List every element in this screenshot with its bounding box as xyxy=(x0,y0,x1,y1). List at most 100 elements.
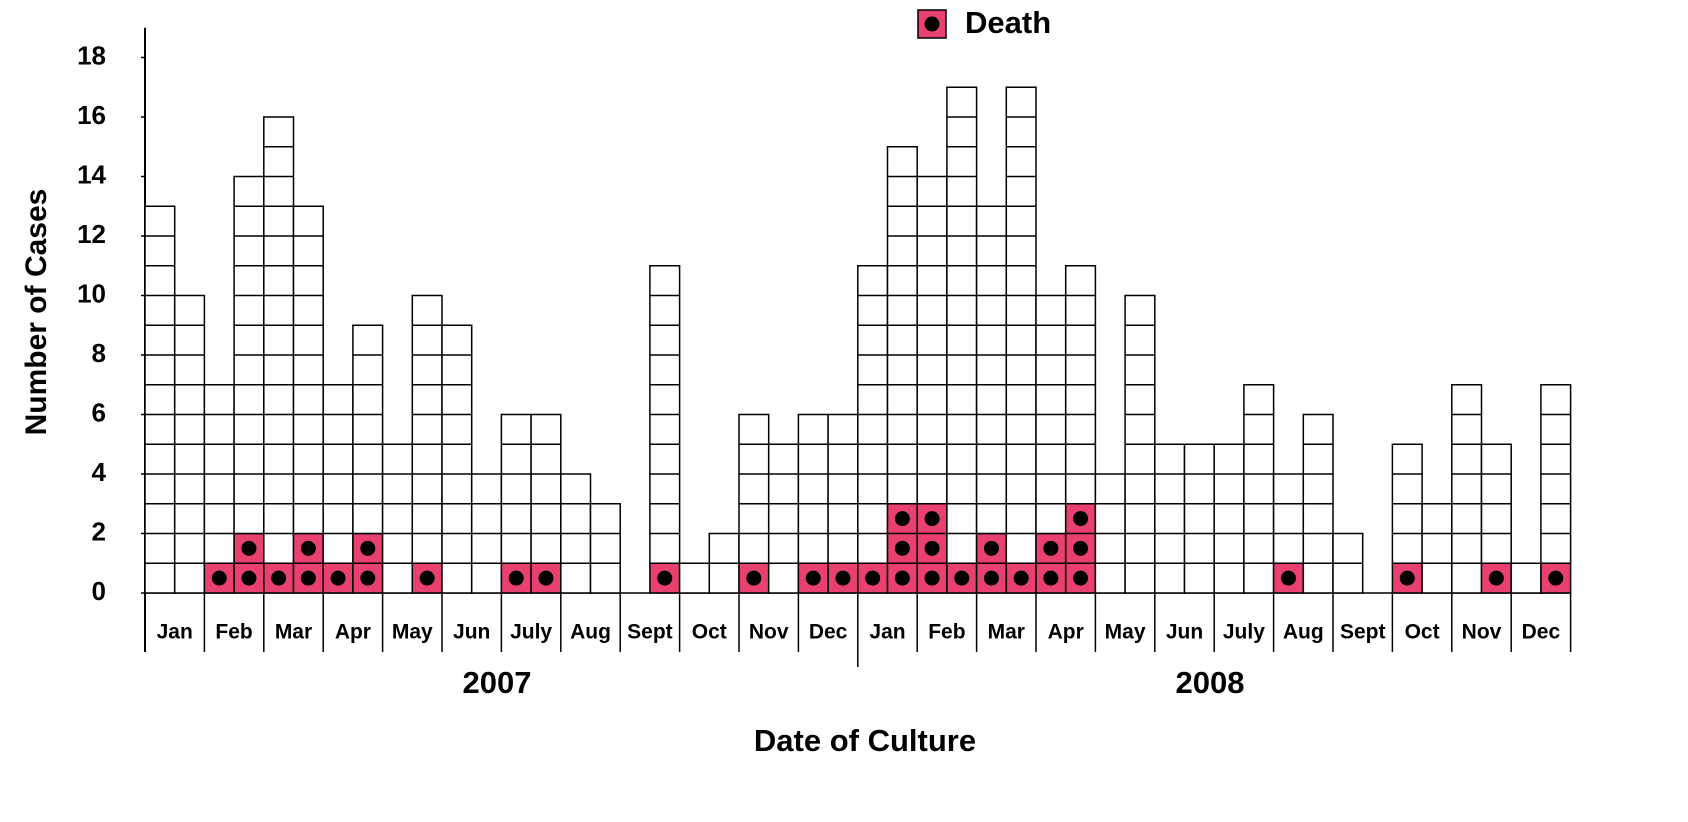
death-dot xyxy=(1488,570,1504,586)
death-dot xyxy=(746,570,762,586)
x-tick-label: Aug xyxy=(570,621,611,644)
x-tick-label: Jan xyxy=(157,621,193,644)
case-segment xyxy=(263,116,295,564)
x-tick-label: Nov xyxy=(1462,621,1502,644)
x-tick-label: July xyxy=(510,621,552,644)
case-segment xyxy=(352,324,384,535)
y-tick-label: 10 xyxy=(77,278,106,308)
case-segment xyxy=(916,175,948,505)
x-tick-label: Mar xyxy=(988,621,1025,644)
death-dot xyxy=(983,540,999,556)
y-tick-label: 8 xyxy=(92,338,106,368)
death-dot xyxy=(805,570,821,586)
x-tick-label: July xyxy=(1223,621,1265,644)
death-dot xyxy=(300,570,316,586)
death-dot xyxy=(924,511,940,527)
death-dot xyxy=(211,570,227,586)
x-tick-label: Mar xyxy=(275,621,312,644)
death-dot xyxy=(360,540,376,556)
death-dot xyxy=(330,570,346,586)
case-segment xyxy=(975,205,1008,535)
case-segment xyxy=(767,443,800,594)
x-tick-label: Oct xyxy=(692,621,727,644)
death-dot xyxy=(1073,540,1089,556)
death-dot xyxy=(835,570,851,586)
y-tick-label: 12 xyxy=(77,219,106,249)
death-dot xyxy=(924,540,940,556)
death-dot xyxy=(419,570,435,586)
x-tick-label: Sept xyxy=(1340,621,1386,644)
death-dot xyxy=(300,540,316,556)
y-tick-label: 18 xyxy=(77,40,106,70)
death-dot xyxy=(1013,570,1029,586)
death-dot xyxy=(924,570,940,586)
case-segment xyxy=(589,503,621,594)
death-dot xyxy=(954,570,970,586)
case-segment xyxy=(144,205,176,594)
case-segment xyxy=(441,324,473,594)
case-segment xyxy=(738,413,770,564)
case-segment xyxy=(1154,443,1186,594)
death-dot xyxy=(360,570,376,586)
x-tick-label: Feb xyxy=(215,621,252,644)
death-dot xyxy=(894,540,910,556)
death-dot xyxy=(894,570,910,586)
death-dot xyxy=(271,570,287,586)
case-segment xyxy=(1451,384,1483,594)
case-segment xyxy=(500,413,532,564)
case-segment xyxy=(381,443,414,594)
death-dot xyxy=(865,570,881,586)
y-tick-label: 16 xyxy=(77,100,106,130)
y-axis-label: Number of Cases xyxy=(20,189,53,436)
death-dot xyxy=(1043,570,1059,586)
case-segment xyxy=(1183,443,1215,594)
case-segment xyxy=(411,294,443,564)
x-tick-label: Apr xyxy=(1048,621,1084,644)
death-dot xyxy=(1073,511,1089,527)
case-segment xyxy=(827,413,859,564)
case-segment xyxy=(678,562,711,594)
x-tick-label: Jun xyxy=(1166,621,1203,644)
death-dot xyxy=(894,511,910,527)
legend-label: Death xyxy=(965,5,1051,40)
y-tick-label: 14 xyxy=(77,159,106,189)
x-tick-label: Jun xyxy=(453,621,490,644)
x-tick-label: Dec xyxy=(1522,621,1561,644)
death-dot xyxy=(508,570,524,586)
legend-dot xyxy=(924,16,940,32)
year-label: 2008 xyxy=(1176,665,1245,700)
year-label: 2007 xyxy=(463,665,532,700)
death-dot xyxy=(657,570,673,586)
case-segment xyxy=(797,413,829,564)
case-segment xyxy=(530,413,562,564)
x-tick-label: May xyxy=(392,621,433,644)
x-tick-label: Feb xyxy=(928,621,965,644)
x-tick-label: Sept xyxy=(627,621,673,644)
x-tick-label: Nov xyxy=(749,621,789,644)
death-dot xyxy=(241,570,257,586)
death-dot xyxy=(1399,570,1415,586)
x-tick-label: Apr xyxy=(335,621,371,644)
y-tick-label: 6 xyxy=(92,397,106,427)
case-segment xyxy=(1243,384,1275,594)
death-dot xyxy=(1073,570,1089,586)
case-segment xyxy=(1272,473,1305,564)
y-tick-label: 0 xyxy=(92,576,106,606)
death-dot xyxy=(983,570,999,586)
y-tick-label: 4 xyxy=(92,457,107,487)
case-segment xyxy=(292,205,324,535)
case-segment xyxy=(1421,503,1453,594)
x-tick-label: Oct xyxy=(1405,621,1440,644)
death-dot xyxy=(538,570,554,586)
case-segment xyxy=(1510,562,1542,594)
death-segment xyxy=(827,562,859,594)
x-tick-label: Jan xyxy=(869,621,905,644)
death-dot xyxy=(241,540,257,556)
x-tick-label: Aug xyxy=(1283,621,1324,644)
x-tick-label: May xyxy=(1105,621,1146,644)
case-segment xyxy=(1213,443,1245,594)
death-dot xyxy=(1280,570,1296,586)
x-tick-label: Dec xyxy=(809,621,848,644)
